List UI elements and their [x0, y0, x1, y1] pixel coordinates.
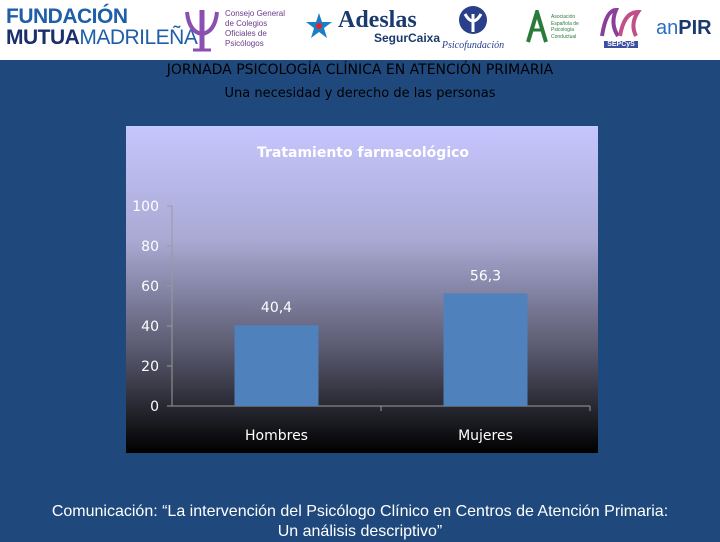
adeslas-logo-text: Adeslas SegurCaixa	[338, 8, 440, 44]
psicofundacion-logo-text: Psicofundación	[441, 40, 505, 51]
page-title: JORNADA PSICOLOGÍA CLÍNICA EN ATENCIÓN P…	[166, 62, 554, 78]
data-label-mujeres: 56,3	[470, 268, 501, 284]
page-subtitle: Una necesidad y derecho de las personas	[224, 86, 496, 101]
adeslas-logo-name: Adeslas	[338, 7, 417, 33]
fundacion-logo-line2: MUTUAMADRILEÑA	[6, 26, 198, 49]
sepcys-logo: SEPCyS	[594, 6, 648, 48]
cgcop-logo-text: Consejo General de Colegios Oficiales de…	[225, 9, 286, 48]
y-tick-label: 20	[141, 359, 159, 375]
sepcys-logo-text: SEPCyS	[604, 41, 638, 48]
data-label-hombres: 40,4	[261, 300, 292, 316]
adeslas-logo: Adeslas SegurCaixa	[304, 8, 440, 44]
y-tick-label: 80	[141, 239, 159, 255]
anpir-logo-an: an	[656, 17, 679, 39]
fundacion-logo-line1: FUNDACIÓN	[6, 5, 128, 28]
psi-head-icon	[459, 6, 487, 34]
sepcys-symbol-icon	[600, 7, 642, 38]
adeslas-logo-sub: SegurCaixa	[374, 31, 441, 45]
y-tick-label: 100	[132, 199, 159, 215]
logo-bar: FUNDACIÓN MUTUAMADRILEÑA Consejo General…	[0, 0, 720, 60]
footer-line-1: Comunicación: “La intervención del Psicó…	[51, 503, 669, 520]
anpir-logo-pir: PIR	[678, 17, 712, 39]
aepc-logo: Asociación Española de Psicología Conduc…	[526, 10, 585, 44]
x-category-label-hombres: Hombres	[245, 428, 308, 444]
bar-hombres	[234, 325, 319, 406]
fundacion-logo-madrilena: MADRILEÑA	[79, 26, 198, 49]
aepc-logo-text: Asociación Española de Psicología Conduc…	[551, 14, 579, 40]
bar-chart: Tratamiento farmacológico 0 20 40 60 80 100 40,…	[132, 145, 591, 444]
star-icon	[306, 13, 332, 38]
bar-mujeres	[443, 293, 528, 406]
aepc-symbol-icon	[526, 10, 548, 43]
fundacion-logo-mutua: MUTUA	[6, 26, 80, 49]
fundacion-mutua-madrilena-logo: FUNDACIÓN MUTUAMADRILEÑA	[6, 5, 198, 49]
y-tick-label: 60	[141, 279, 159, 295]
footer-caption: Comunicación: “La intervención del Psicó…	[0, 502, 720, 542]
psicofundacion-logo: Psicofundación	[440, 4, 506, 51]
y-tick-label: 0	[150, 399, 159, 415]
footer-line-2: Un análisis descriptivo”	[277, 523, 443, 540]
y-tick-label: 40	[141, 319, 159, 335]
cgcop-logo: Consejo General de Colegios Oficiales de…	[183, 6, 287, 52]
chart-title: Tratamiento farmacológico	[257, 145, 469, 161]
psi-symbol-icon	[185, 10, 219, 52]
anpir-logo: an PIR	[656, 18, 712, 38]
chart-panel: Tratamiento farmacológico 0 20 40 60 80 100 40,…	[126, 126, 598, 453]
x-category-label-mujeres: Mujeres	[458, 428, 513, 444]
